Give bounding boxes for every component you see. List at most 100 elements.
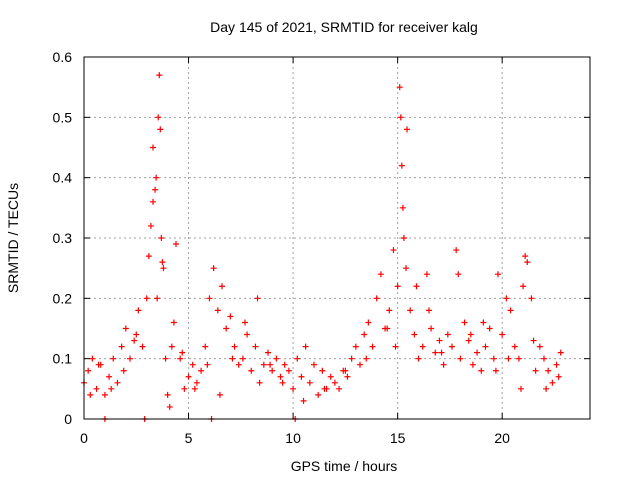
data-point bbox=[143, 295, 150, 302]
data-point bbox=[336, 385, 343, 392]
data-point bbox=[277, 373, 284, 380]
data-point bbox=[157, 126, 164, 133]
x-tick-label: 15 bbox=[390, 430, 406, 446]
data-point bbox=[135, 307, 142, 314]
data-point bbox=[386, 307, 393, 314]
data-point bbox=[279, 379, 286, 386]
data-point bbox=[461, 319, 468, 326]
data-point bbox=[486, 325, 493, 332]
data-point bbox=[400, 235, 407, 241]
data-point bbox=[298, 373, 305, 380]
data-point bbox=[315, 391, 322, 398]
data-point bbox=[413, 283, 420, 290]
data-point bbox=[85, 367, 92, 374]
data-point bbox=[158, 235, 165, 241]
data-point bbox=[239, 355, 246, 362]
data-point bbox=[248, 367, 255, 374]
data-point bbox=[511, 343, 518, 350]
data-point bbox=[89, 355, 96, 362]
data-point bbox=[522, 253, 529, 260]
y-tick-label: 0.4 bbox=[53, 170, 73, 186]
data-points bbox=[81, 72, 564, 422]
y-tick-label: 0 bbox=[64, 411, 72, 427]
x-axis-label: GPS time / hours bbox=[291, 458, 398, 474]
data-point bbox=[106, 373, 113, 380]
data-point bbox=[95, 361, 102, 368]
data-point bbox=[492, 367, 499, 374]
data-point bbox=[553, 361, 560, 368]
data-point bbox=[202, 343, 209, 350]
data-point bbox=[373, 295, 380, 302]
data-point bbox=[290, 385, 297, 392]
data-point bbox=[528, 295, 535, 302]
data-point bbox=[256, 379, 263, 386]
data-point bbox=[160, 265, 167, 272]
data-point bbox=[520, 283, 527, 290]
data-point bbox=[311, 361, 317, 368]
data-point bbox=[231, 343, 238, 350]
data-point bbox=[327, 373, 334, 380]
data-point bbox=[273, 355, 280, 362]
data-point bbox=[396, 84, 403, 91]
data-point bbox=[499, 331, 506, 338]
data-point bbox=[394, 283, 401, 290]
data-point bbox=[260, 361, 267, 368]
data-point bbox=[229, 355, 236, 362]
data-point bbox=[482, 343, 489, 350]
data-point bbox=[139, 343, 146, 350]
data-point bbox=[507, 307, 514, 314]
data-point bbox=[101, 391, 108, 398]
data-point bbox=[173, 241, 179, 248]
data-point bbox=[267, 361, 274, 368]
data-point bbox=[436, 337, 443, 344]
data-point bbox=[164, 391, 171, 398]
data-point bbox=[206, 295, 213, 302]
y-tick-label: 0.6 bbox=[53, 49, 73, 65]
data-point bbox=[152, 186, 159, 193]
data-point bbox=[155, 114, 162, 121]
data-point bbox=[390, 247, 397, 254]
data-point bbox=[189, 361, 196, 368]
data-point bbox=[191, 385, 198, 392]
data-point bbox=[252, 343, 259, 350]
data-point bbox=[480, 319, 487, 326]
data-point bbox=[415, 355, 422, 362]
data-point bbox=[150, 144, 156, 151]
data-point bbox=[384, 325, 391, 332]
data-point bbox=[210, 265, 217, 272]
x-tick-label: 0 bbox=[80, 430, 88, 446]
data-point bbox=[127, 355, 133, 362]
data-point bbox=[170, 319, 177, 326]
data-point bbox=[214, 307, 221, 314]
data-point bbox=[153, 174, 160, 181]
data-point bbox=[536, 343, 543, 350]
data-point bbox=[555, 373, 562, 380]
data-point bbox=[524, 259, 531, 266]
data-point bbox=[348, 355, 355, 362]
data-point bbox=[503, 295, 510, 302]
data-point bbox=[423, 271, 430, 278]
data-point bbox=[518, 385, 524, 392]
data-point bbox=[342, 367, 349, 374]
data-point bbox=[300, 397, 307, 404]
data-point bbox=[426, 307, 432, 314]
data-point bbox=[515, 355, 522, 362]
y-tick-label: 0.3 bbox=[53, 230, 73, 246]
data-point bbox=[532, 367, 539, 374]
data-point bbox=[294, 355, 301, 362]
data-point bbox=[331, 379, 338, 386]
data-point bbox=[114, 379, 121, 386]
data-point bbox=[118, 343, 125, 350]
chart-title: Day 145 of 2021, SRMTID for receiver kal… bbox=[210, 19, 478, 35]
data-point bbox=[438, 349, 445, 356]
data-point bbox=[235, 361, 242, 368]
data-point bbox=[306, 379, 313, 386]
data-point bbox=[467, 331, 474, 338]
data-point bbox=[216, 391, 223, 398]
data-point bbox=[145, 253, 152, 260]
data-point bbox=[185, 373, 192, 380]
data-point bbox=[449, 343, 455, 350]
data-point bbox=[440, 361, 447, 368]
data-point bbox=[543, 385, 550, 392]
data-point bbox=[444, 331, 451, 338]
